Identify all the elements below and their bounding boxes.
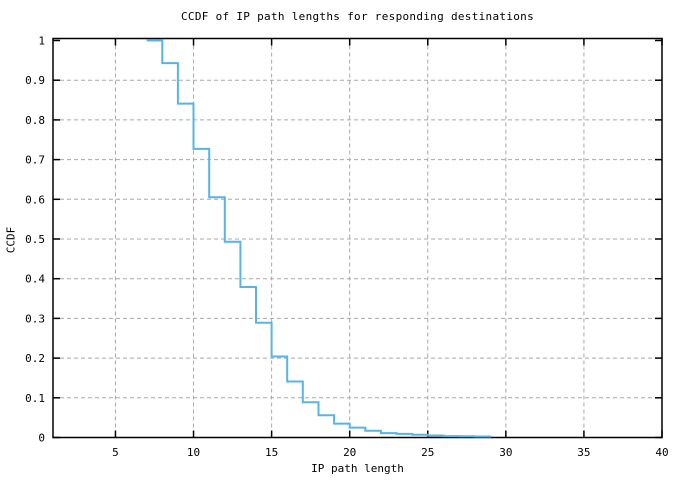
chart-title: CCDF of IP path lengths for responding d… bbox=[180, 10, 535, 23]
x-tick-label: 5 bbox=[112, 446, 119, 459]
x-tick-label: 35 bbox=[577, 446, 590, 459]
y-tick-label: 1 bbox=[38, 35, 45, 48]
x-tick-label: 20 bbox=[343, 446, 356, 459]
x-tick-label: 30 bbox=[499, 446, 512, 459]
y-tick-label: 0 bbox=[38, 432, 45, 445]
y-tick-label: 0.5 bbox=[25, 233, 45, 246]
x-tick-label: 40 bbox=[655, 446, 668, 459]
plot-border bbox=[52, 37, 663, 439]
ccdf-step-curve bbox=[146, 39, 492, 438]
y-axis-label: CCDF bbox=[4, 226, 18, 254]
y-tick-label: 0.3 bbox=[25, 312, 45, 325]
y-tick-label: 0.6 bbox=[25, 193, 45, 206]
x-tick-label: 10 bbox=[187, 446, 200, 459]
y-tick-label: 0.4 bbox=[25, 273, 45, 286]
y-tick-label: 0.8 bbox=[25, 114, 45, 127]
y-tick-label: 0.9 bbox=[25, 74, 45, 87]
x-tick-label: 15 bbox=[265, 446, 278, 459]
x-axis-label: IP path length bbox=[311, 462, 404, 475]
x-tick-label: 25 bbox=[421, 446, 434, 459]
y-tick-label: 0.1 bbox=[25, 392, 45, 405]
y-tick-label: 0.2 bbox=[25, 352, 45, 365]
y-tick-label: 0.7 bbox=[25, 154, 45, 167]
